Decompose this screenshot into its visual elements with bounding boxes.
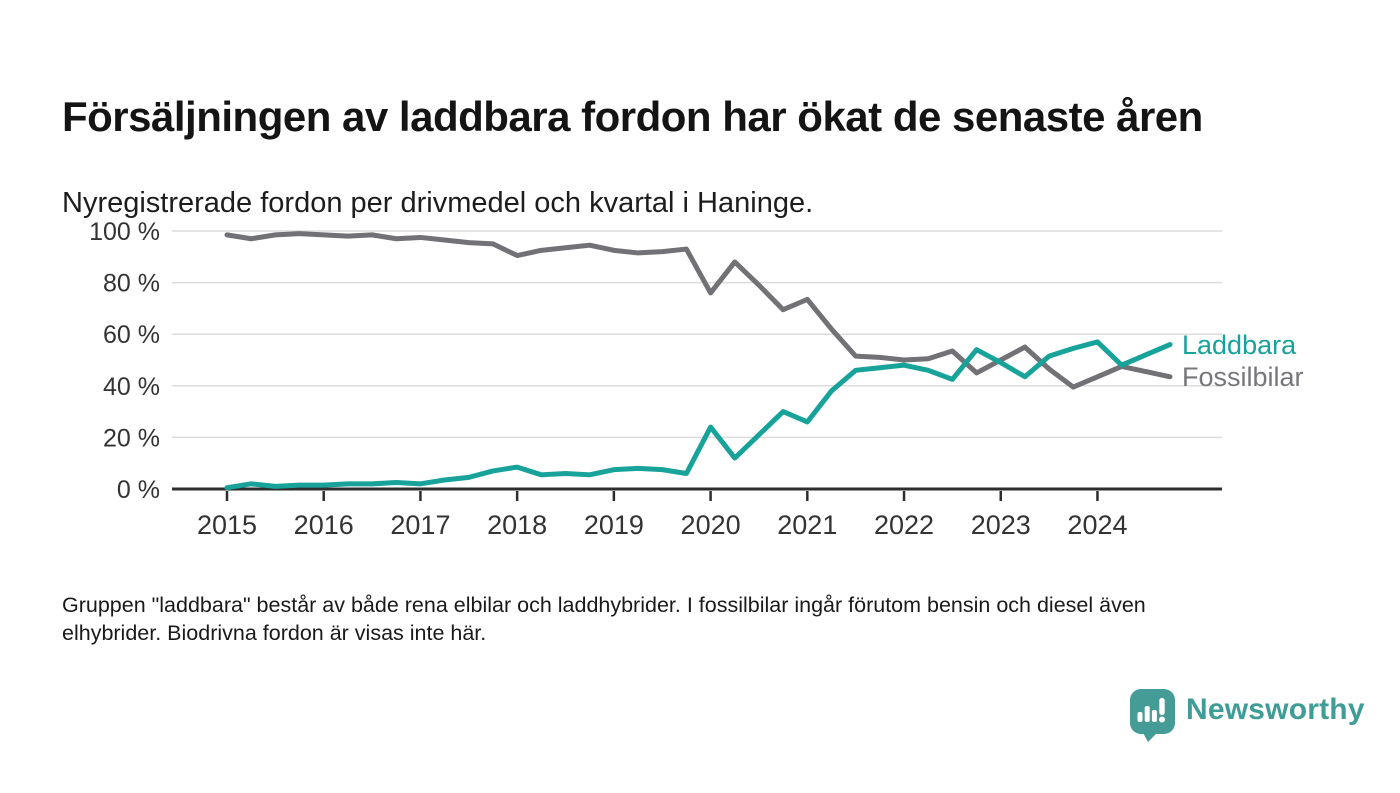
newsworthy-logo-icon xyxy=(1130,689,1175,742)
footnote-line-2: elhybrider. Biodrivna fordon är visas in… xyxy=(62,621,487,645)
x-tick-label: 2019 xyxy=(584,510,644,540)
chart-subtitle: Nyregistrerade fordon per drivmedel och … xyxy=(62,187,814,219)
x-tick-label: 2022 xyxy=(874,510,934,540)
x-tick-label: 2023 xyxy=(971,510,1031,540)
footnote: Gruppen "laddbara" består av både rena e… xyxy=(62,591,1146,647)
x-tick-label: 2016 xyxy=(294,510,354,540)
line-laddbara xyxy=(224,339,1173,491)
x-tick-label: 2021 xyxy=(777,510,837,540)
y-tick-label: 80 % xyxy=(103,270,160,298)
y-tick-label: 0 % xyxy=(117,476,160,504)
x-tick-label: 2018 xyxy=(487,510,547,540)
series-label-fossilbilar: Fossilbilar xyxy=(1182,362,1304,392)
newsworthy-logo: Newsworthy xyxy=(1129,688,1365,742)
line-fossilbilar xyxy=(224,231,1173,390)
chart-title: Försäljningen av laddbara fordon har öka… xyxy=(62,93,1203,141)
y-tick-label: 100 % xyxy=(89,218,160,246)
x-tick-label: 2024 xyxy=(1067,510,1127,540)
x-tick-label: 2020 xyxy=(681,510,741,540)
y-tick-label: 40 % xyxy=(103,373,160,401)
y-tick-label: 20 % xyxy=(103,424,160,452)
x-tick-label: 2017 xyxy=(390,510,450,540)
x-tick-label: 2015 xyxy=(197,510,257,540)
footnote-line-1: Gruppen "laddbara" består av både rena e… xyxy=(62,593,1146,617)
newsworthy-logo-text: Newsworthy xyxy=(1186,693,1365,726)
series-label-laddbara: Laddbara xyxy=(1182,330,1297,360)
y-tick-label: 60 % xyxy=(103,321,160,349)
